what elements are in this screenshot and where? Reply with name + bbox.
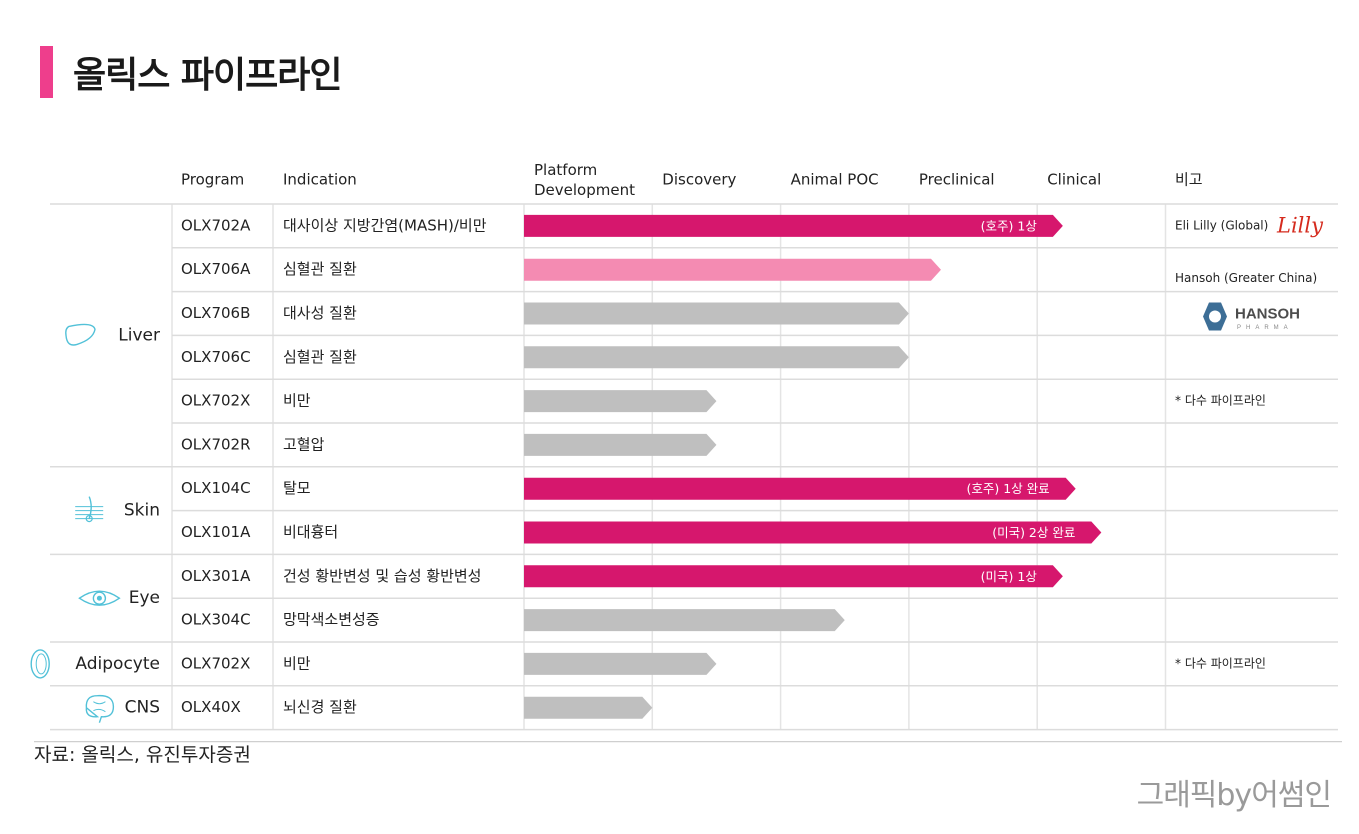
program-cell: OLX40X bbox=[181, 698, 241, 716]
category-label: Eye bbox=[129, 588, 160, 608]
page-title: 올릭스 파이프라인 bbox=[73, 55, 342, 96]
program-cell: OLX702R bbox=[181, 435, 251, 453]
header-stage: Animal POC bbox=[791, 171, 879, 189]
category-label: CNS bbox=[125, 698, 160, 718]
progress-bar bbox=[524, 696, 653, 719]
progress-bar bbox=[524, 214, 1063, 237]
program-cell: OLX101A bbox=[181, 523, 251, 541]
progress-bar bbox=[524, 565, 1063, 588]
program-cell: OLX706B bbox=[181, 304, 250, 322]
indication-cell: 대사이상 지방간염(MASH)/비만 bbox=[283, 216, 487, 234]
indication-cell: 심혈관 질환 bbox=[283, 260, 357, 278]
progress-bar bbox=[524, 477, 1076, 500]
brain-folds bbox=[93, 701, 106, 713]
header-stage-line: Development bbox=[534, 181, 635, 199]
category-label: Liver bbox=[118, 325, 160, 345]
header-stage-line: Platform bbox=[534, 161, 597, 179]
indication-cell: 대사성 질환 bbox=[283, 304, 357, 322]
liver-shape bbox=[65, 323, 96, 346]
header-indication: Indication bbox=[283, 171, 357, 189]
brain-outline bbox=[85, 694, 115, 723]
hair-follicle bbox=[85, 514, 93, 523]
progress-bar bbox=[524, 433, 717, 456]
indication-cell: 건성 황반변성 및 습성 황반변성 bbox=[283, 567, 481, 585]
progress-bar bbox=[524, 609, 845, 632]
liver-icon bbox=[65, 323, 96, 346]
title-block: 올릭스 파이프라인 bbox=[40, 46, 342, 98]
bar-label: (미국) 2상 완료 bbox=[992, 525, 1075, 540]
indication-cell: 비대흉터 bbox=[283, 523, 338, 541]
remark-lilly: Eli Lilly (Global) bbox=[1175, 218, 1268, 232]
indication-cell: 심혈관 질환 bbox=[283, 348, 357, 366]
hansoh-wordmark: HANSOH bbox=[1235, 305, 1300, 322]
remark-multi-pipeline: * 다수 파이프라인 bbox=[1175, 394, 1266, 408]
header-stage: Platform Development bbox=[534, 161, 635, 199]
eye-iris bbox=[92, 591, 107, 605]
adipocyte-inner bbox=[35, 653, 47, 675]
lilly-logo: Lilly bbox=[1276, 213, 1324, 237]
program-cell: OLX702A bbox=[181, 216, 251, 234]
progress-bar bbox=[524, 652, 717, 675]
graphic-credit: 그래픽by어썸인 bbox=[1136, 778, 1332, 813]
program-cell: OLX304C bbox=[181, 611, 251, 629]
category-label: Skin bbox=[124, 501, 160, 521]
indication-cell: 고혈압 bbox=[283, 435, 325, 453]
header-stage: Discovery bbox=[662, 171, 736, 189]
remark-multi-pipeline: * 다수 파이프라인 bbox=[1175, 656, 1266, 670]
bar-label: (호주) 1상 bbox=[981, 218, 1038, 233]
indication-cell: 탈모 bbox=[283, 479, 311, 497]
progress-bar bbox=[524, 521, 1102, 544]
indication-cell: 비만 bbox=[283, 654, 311, 672]
eye-outline bbox=[78, 590, 121, 606]
indication-cell: 망막색소변성증 bbox=[283, 611, 380, 629]
program-cell: OLX706A bbox=[181, 260, 251, 278]
program-cell: OLX301A bbox=[181, 567, 251, 585]
skin-icon bbox=[75, 496, 104, 523]
eye-pupil bbox=[96, 595, 102, 601]
program-cell: OLX104C bbox=[181, 479, 251, 497]
progress-bar bbox=[524, 390, 717, 413]
progress-bar bbox=[524, 258, 941, 281]
hair-strand bbox=[88, 496, 92, 519]
indication-cell: 뇌신경 질환 bbox=[283, 698, 357, 716]
bar-label: (미국) 1상 bbox=[981, 569, 1038, 584]
program-cell: OLX702X bbox=[181, 392, 250, 410]
source-note: 자료: 올릭스, 유진투자증권 bbox=[34, 744, 251, 766]
hansoh-hex-center bbox=[1209, 310, 1221, 323]
program-cell: OLX706C bbox=[181, 348, 251, 366]
header-stage: Clinical bbox=[1047, 171, 1101, 189]
header-stage: Preclinical bbox=[919, 171, 995, 189]
adipocyte-icon bbox=[30, 649, 50, 679]
adipocyte-outer bbox=[30, 649, 50, 679]
bar-label: (호주) 1상 완료 bbox=[967, 481, 1050, 496]
hansoh-subtext: PHARMA bbox=[1237, 325, 1293, 331]
title-accent-bar bbox=[40, 46, 53, 98]
indication-cell: 비만 bbox=[283, 392, 311, 410]
progress-bar bbox=[524, 302, 909, 325]
remark-hansoh: Hansoh (Greater China) bbox=[1175, 271, 1317, 285]
header-remarks: 비고 bbox=[1175, 171, 1203, 189]
header-program: Program bbox=[181, 171, 244, 189]
category-label: Adipocyte bbox=[75, 654, 160, 674]
program-cell: OLX702X bbox=[181, 654, 250, 672]
eye-icon bbox=[78, 590, 121, 606]
brain-icon bbox=[85, 694, 115, 723]
progress-bar bbox=[524, 346, 909, 369]
hansoh-logo: HANSOH PHARMA bbox=[1203, 302, 1300, 331]
